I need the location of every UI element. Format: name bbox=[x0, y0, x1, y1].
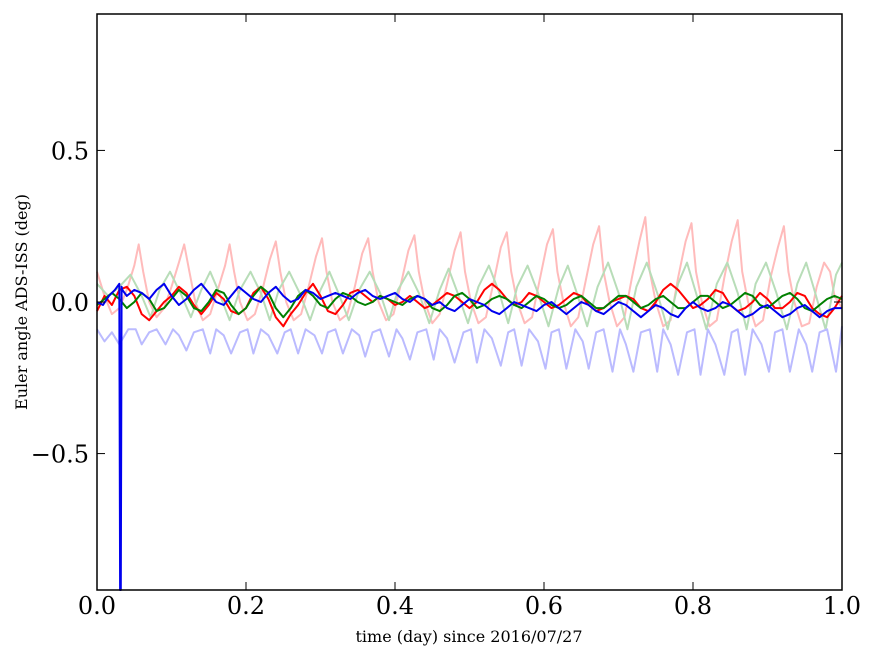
x-tick-label: 1.0 bbox=[823, 592, 861, 620]
series-line-0 bbox=[96, 216, 843, 328]
y-tick-label: 0.0 bbox=[51, 289, 89, 317]
x-tick-label: 0.0 bbox=[78, 592, 116, 620]
x-tick-label: 0.8 bbox=[674, 592, 712, 620]
x-tick-label: 0.2 bbox=[227, 592, 265, 620]
x-tick-label: 0.4 bbox=[376, 592, 414, 620]
series-line-5 bbox=[96, 282, 842, 591]
y-tick-label: −0.5 bbox=[31, 441, 89, 469]
series-line-2 bbox=[96, 326, 843, 376]
series-layer bbox=[96, 216, 843, 591]
y-tick-label: 0.5 bbox=[51, 137, 89, 165]
series-line-3 bbox=[96, 282, 843, 328]
x-tick-label: 0.6 bbox=[525, 592, 563, 620]
y-axis-label: Euler angle ADS-ISS (deg) bbox=[12, 194, 31, 410]
ticks-layer: 0.0 0.2 0.4 0.6 0.8 1.0 −0.5 0.0 0.5 bbox=[31, 14, 861, 620]
x-axis-label: time (day) since 2016/07/27 bbox=[355, 627, 582, 646]
